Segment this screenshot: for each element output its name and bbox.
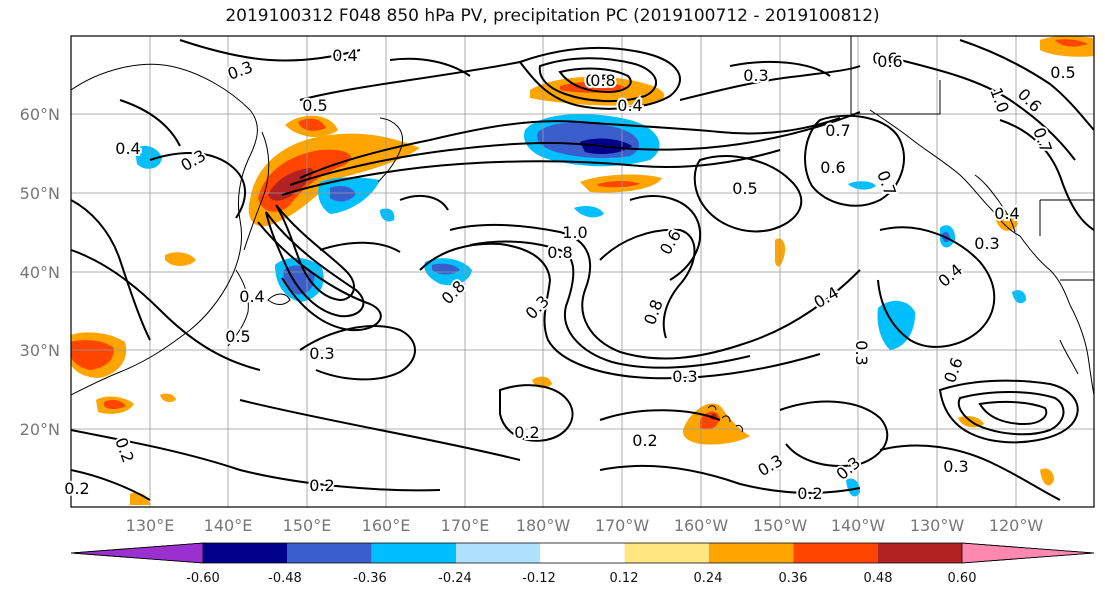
contour-label: 0.5 bbox=[732, 179, 757, 198]
colorbar-tick-label: 0.12 bbox=[609, 571, 639, 586]
lon-label: 170°E bbox=[440, 516, 490, 535]
lon-label: 180°W bbox=[515, 516, 571, 535]
contour-label: 1.0 bbox=[986, 85, 1013, 115]
contour-label: 0.2 bbox=[64, 479, 89, 498]
lon-label: 150°E bbox=[282, 516, 332, 535]
colorbar-tick-label: -0.48 bbox=[268, 571, 302, 586]
contour-label: 0.3 bbox=[754, 451, 786, 480]
colorbar-tick-label: -0.24 bbox=[438, 571, 472, 586]
lon-label: 150°W bbox=[752, 516, 808, 535]
contour-label: 0.4 bbox=[239, 287, 264, 306]
contour-label: 0.2 bbox=[632, 431, 657, 450]
contour-label: 0.6 bbox=[820, 158, 845, 177]
contour-label: 0.4 bbox=[115, 139, 140, 158]
contour-label: 0.3 bbox=[832, 453, 864, 484]
lat-label: 50°N bbox=[19, 184, 60, 203]
lat-label: 60°N bbox=[19, 105, 60, 124]
colorbar-tick-label: -0.36 bbox=[353, 571, 387, 586]
colorbar-tick-label: -0.60 bbox=[186, 571, 220, 586]
contour-label: 0.6 bbox=[1014, 85, 1045, 116]
lon-label: 140°E bbox=[203, 516, 253, 535]
colorbar-tick-label: 0.60 bbox=[947, 571, 977, 586]
colorbar-tick-label: 0.24 bbox=[693, 571, 723, 586]
lon-label: 160°W bbox=[673, 516, 729, 535]
contour-label: 0.3 bbox=[943, 457, 968, 476]
colorbar-tick-label: -0.12 bbox=[522, 571, 556, 586]
contour-label: 0.8 bbox=[590, 71, 615, 90]
contour-label: 0.4 bbox=[332, 46, 357, 65]
contour-label: 0.3 bbox=[672, 367, 697, 386]
contour-label: 0.8 bbox=[547, 243, 572, 262]
lon-label: 130°W bbox=[909, 516, 965, 535]
pv-contours bbox=[71, 39, 1094, 501]
colorbar-swatch bbox=[70, 542, 204, 564]
precipitation-shading bbox=[71, 36, 1094, 505]
coastlines bbox=[71, 36, 1094, 433]
contour-label: 0.3 bbox=[225, 57, 255, 84]
lon-label: 170°W bbox=[594, 516, 650, 535]
colorbar-swatch bbox=[709, 543, 794, 563]
lon-label: 130°E bbox=[125, 516, 175, 535]
contour-label: 0.5 bbox=[302, 96, 327, 115]
contour-label: 0.5 bbox=[1050, 63, 1075, 82]
colorbar-swatch bbox=[624, 543, 709, 563]
contour-label: 0.4 bbox=[994, 204, 1019, 223]
contour-label: 0.7 bbox=[825, 121, 850, 140]
contour-label: 0.3 bbox=[309, 344, 334, 363]
contour-label: 0.5 bbox=[585, 71, 610, 90]
colorbar bbox=[70, 542, 1095, 564]
lat-label: 40°N bbox=[19, 263, 60, 282]
contour-label: 0.7 bbox=[873, 168, 900, 198]
colorbar-tick-label: 0.48 bbox=[863, 571, 893, 586]
colorbar-swatch bbox=[287, 543, 372, 563]
contour-label: 0.4 bbox=[617, 96, 642, 115]
colorbar-swatch bbox=[793, 543, 878, 563]
colorbar-outline bbox=[70, 542, 1095, 564]
map-title: 2019100312 F048 850 hPa PV, precipitatio… bbox=[225, 6, 880, 26]
contour-label: 0.2 bbox=[309, 476, 334, 495]
lat-label: 20°N bbox=[19, 420, 60, 439]
contour-label: 0.3 bbox=[974, 234, 999, 253]
map-frame bbox=[70, 35, 1095, 508]
lon-label: 160°E bbox=[361, 516, 411, 535]
colorbar-swatch bbox=[371, 543, 456, 563]
lon-label: 120°W bbox=[988, 516, 1044, 535]
contour-label: 0.3 bbox=[852, 340, 871, 365]
contour-label: 0.3 bbox=[743, 66, 768, 85]
lat-label: 30°N bbox=[19, 341, 60, 360]
contour-label: 0.6 bbox=[872, 49, 897, 68]
contour-label: 1.0 bbox=[562, 223, 587, 242]
contour-label: 0.5 bbox=[225, 327, 250, 346]
contour-label: 0.2 bbox=[111, 435, 138, 465]
contour-label: 0.2 bbox=[514, 423, 539, 442]
colorbar-swatch bbox=[203, 543, 288, 563]
contour-label: 0.7 bbox=[1029, 125, 1056, 155]
contour-label: 0.2 bbox=[797, 484, 822, 503]
contour-label: 0.4 bbox=[934, 260, 966, 291]
colorbar-tick-label: 0.36 bbox=[778, 571, 808, 586]
colorbar-swatch bbox=[456, 543, 541, 563]
contour-label: 0.6 bbox=[877, 52, 902, 71]
contour-label: 0.6 bbox=[940, 355, 967, 385]
colorbar-swatch bbox=[540, 543, 625, 563]
contour-label: 0.3 bbox=[177, 146, 209, 175]
colorbar-swatch bbox=[877, 543, 962, 563]
colorbar-swatch bbox=[961, 542, 1095, 564]
lon-label: 140°W bbox=[830, 516, 886, 535]
